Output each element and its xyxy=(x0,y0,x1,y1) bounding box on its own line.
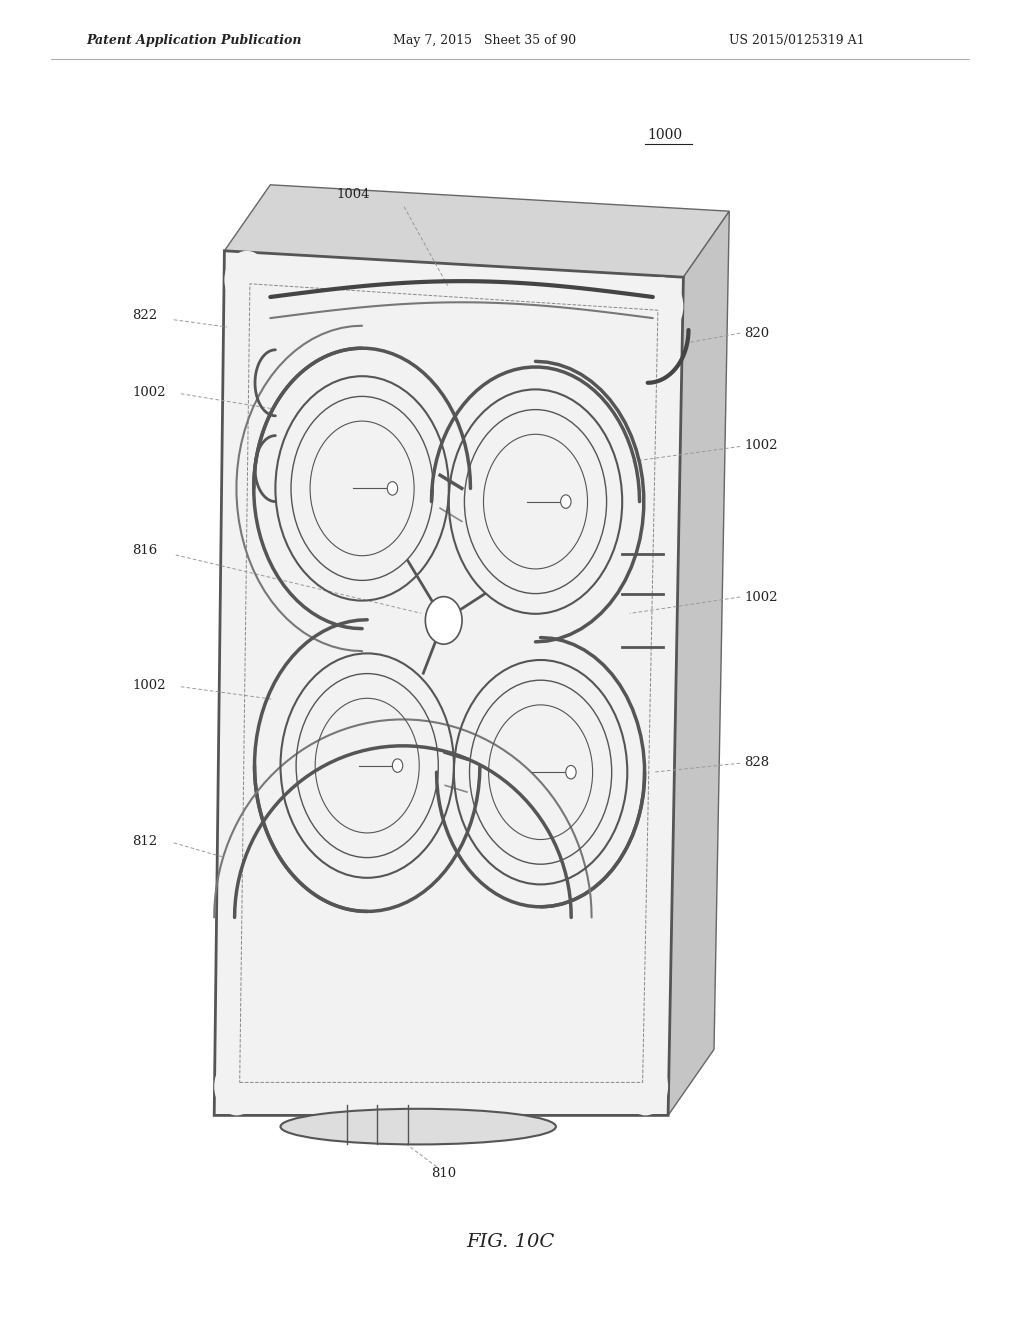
Text: 1002: 1002 xyxy=(744,438,777,451)
Circle shape xyxy=(387,482,397,495)
Circle shape xyxy=(638,277,683,335)
Circle shape xyxy=(560,495,571,508)
Polygon shape xyxy=(224,185,729,277)
Polygon shape xyxy=(667,211,729,1115)
Circle shape xyxy=(224,251,269,309)
Text: 820: 820 xyxy=(744,326,769,339)
Circle shape xyxy=(623,1057,667,1115)
Text: Patent Application Publication: Patent Application Publication xyxy=(87,33,302,46)
Text: 1004: 1004 xyxy=(336,187,370,201)
Text: 822: 822 xyxy=(132,309,158,322)
Text: 816: 816 xyxy=(132,544,158,557)
Text: 1000: 1000 xyxy=(647,128,682,141)
Ellipse shape xyxy=(280,1109,555,1144)
Circle shape xyxy=(425,597,462,644)
Text: 1002: 1002 xyxy=(744,590,777,603)
Text: 1002: 1002 xyxy=(132,678,166,692)
Polygon shape xyxy=(214,251,683,1115)
Text: US 2015/0125319 A1: US 2015/0125319 A1 xyxy=(729,33,864,46)
Circle shape xyxy=(566,766,576,779)
Text: 828: 828 xyxy=(744,755,769,768)
Circle shape xyxy=(214,1057,259,1115)
Text: May 7, 2015   Sheet 35 of 90: May 7, 2015 Sheet 35 of 90 xyxy=(392,33,576,46)
Text: 1002: 1002 xyxy=(132,385,166,399)
Text: 812: 812 xyxy=(132,834,158,847)
Text: FIG. 10C: FIG. 10C xyxy=(466,1233,553,1251)
Circle shape xyxy=(392,759,403,772)
Text: 810: 810 xyxy=(431,1167,457,1180)
